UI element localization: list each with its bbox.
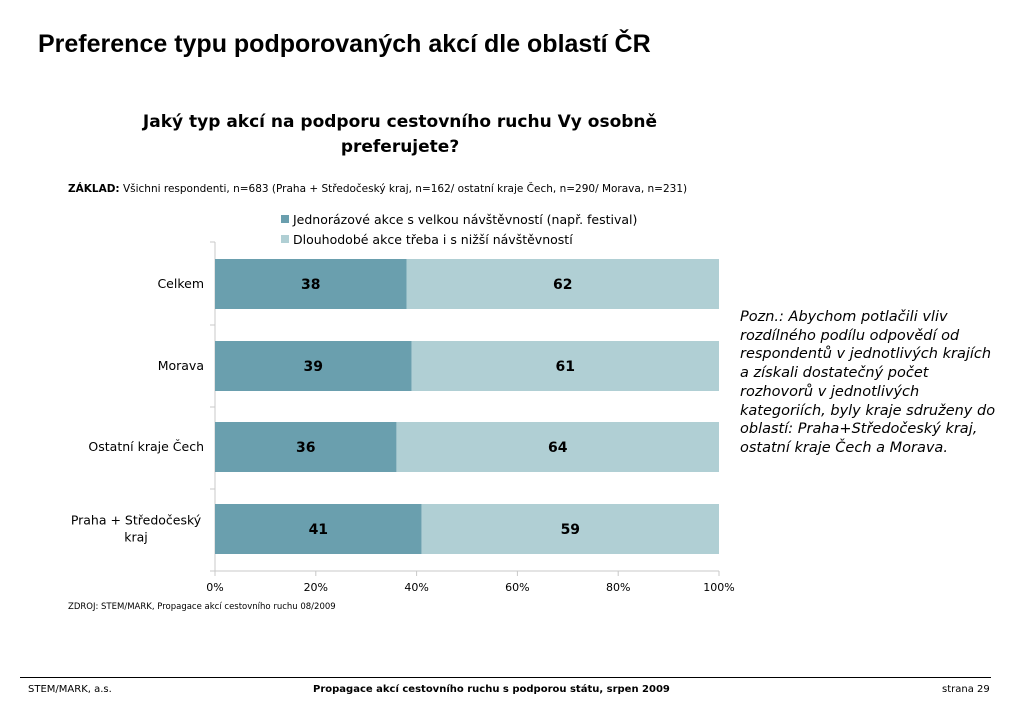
chart-title: Jaký typ akcí na podporu cestovního ruch…: [142, 112, 658, 157]
bar-segment: [215, 341, 412, 391]
legend-item-series-1: Jednorázové akce s velkou návštěvností (…: [281, 209, 637, 229]
x-tick-label: 0%: [206, 581, 223, 594]
bar-segment: [411, 341, 719, 391]
page-title: Preference typu podporovaných akcí dle o…: [38, 30, 651, 58]
source-note: ZDROJ: STEM/MARK, Propagace akcí cestovn…: [68, 602, 336, 612]
bar-segment: [406, 259, 719, 309]
data-label: 62: [553, 277, 572, 293]
legend-label-series-1: Jednorázové akce s velkou návštěvností (…: [293, 211, 638, 227]
bar-segment: [215, 422, 397, 472]
legend-swatch-series-1: [281, 215, 289, 223]
chart-legend: Jednorázové akce s velkou návštěvností (…: [281, 209, 637, 249]
data-label: 59: [561, 522, 580, 538]
footer-divider: [20, 677, 991, 678]
data-label: 61: [556, 359, 575, 375]
footer-page-number: strana 29: [942, 684, 990, 695]
data-label: 41: [309, 522, 328, 538]
bar-segment: [396, 422, 719, 472]
bar-segment: [215, 259, 407, 309]
category-label: Praha + Středočeský kraj: [71, 513, 202, 545]
basis-label: ZÁKLAD:: [68, 183, 120, 195]
methodology-note: Pozn.: Abychom potlačili vliv rozdílného…: [740, 309, 996, 456]
x-tick-label: 80%: [606, 581, 630, 594]
x-tick-label: 20%: [304, 581, 328, 594]
category-label: Ostatní kraje Čech: [88, 439, 204, 454]
category-label: Morava: [158, 358, 204, 373]
data-label: 64: [548, 440, 568, 456]
basis-description: Všichni respondenti, n=683 (Praha + Stře…: [119, 183, 688, 195]
category-label: Celkem: [157, 276, 204, 291]
legend-swatch-series-2: [281, 235, 289, 243]
bar-segment: [421, 504, 719, 554]
data-label: 38: [301, 277, 320, 293]
x-tick-label: 40%: [404, 581, 428, 594]
legend-item-series-2: Dlouhodobé akce třeba i s nižší návštěvn…: [281, 229, 637, 249]
data-label: 36: [296, 440, 315, 456]
footer-company: STEM/MARK, a.s.: [28, 684, 112, 695]
basis-text: ZÁKLAD: Všichni respondenti, n=683 (Prah…: [68, 183, 687, 195]
x-tick-label: 60%: [505, 581, 529, 594]
bar-segment: [215, 504, 422, 554]
legend-label-series-2: Dlouhodobé akce třeba i s nižší návštěvn…: [293, 231, 573, 247]
x-tick-label: 100%: [703, 581, 734, 594]
data-label: 39: [304, 359, 323, 375]
footer-report-title: Propagace akcí cestovního ruchu s podpor…: [313, 684, 670, 695]
